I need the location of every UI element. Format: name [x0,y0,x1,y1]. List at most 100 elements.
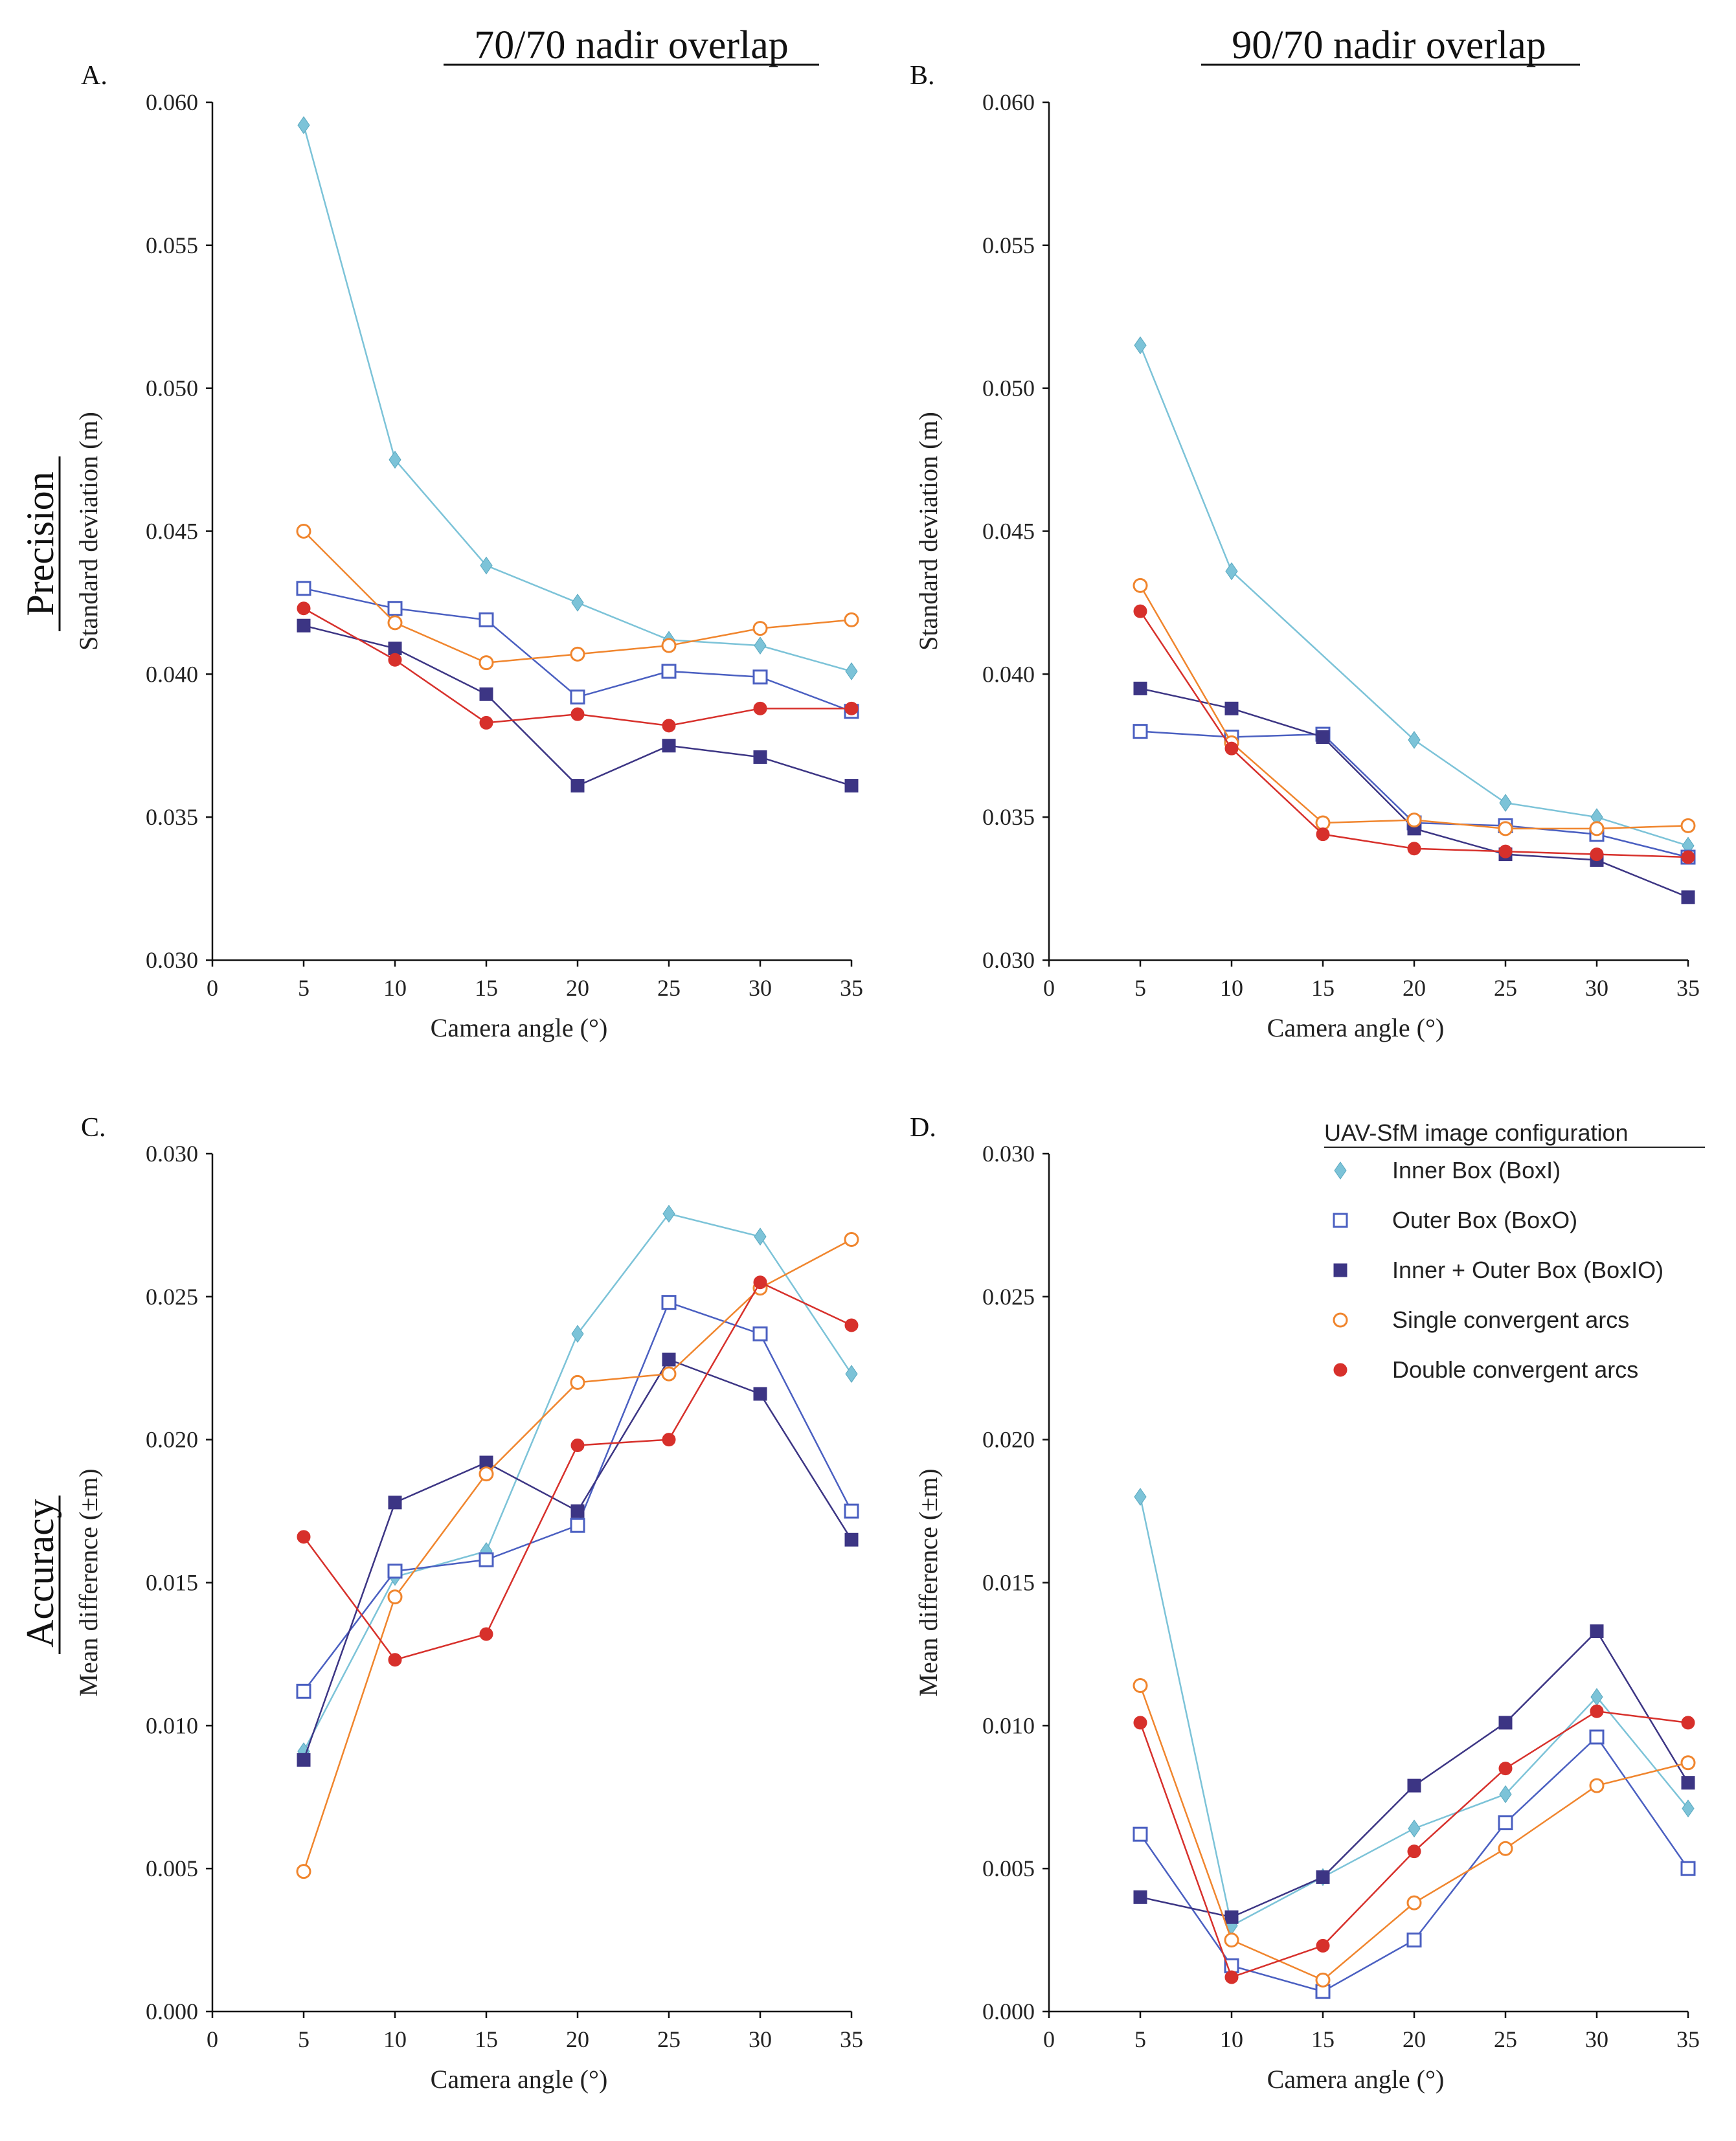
data-point [1316,730,1330,744]
y-tick-label: 0.020 [982,1427,1035,1453]
legend-item-single-convergent-arcs: Single convergent arcs [1333,1306,1629,1333]
x-tick-label: 0 [1043,2026,1055,2052]
data-point [844,1532,859,1547]
data-point [387,1564,403,1579]
data-point [1133,681,1147,695]
x-tick-label: 15 [475,975,498,1001]
legend-label: Double convergent arcs [1392,1356,1638,1383]
series-line [1140,730,1689,858]
y-tick-label: 0.010 [982,1712,1035,1738]
data-point [570,1504,585,1518]
y-tick-label: 0.020 [146,1427,198,1453]
series-inner-box-boxi [1134,1488,1695,1935]
data-point [753,1387,767,1401]
y-tick-label: 0.005 [146,1855,198,1881]
data-point [479,1552,494,1567]
data-point [844,1503,859,1519]
x-tick-label: 25 [1494,2026,1517,2052]
y-tick-label: 0.030 [982,1141,1035,1167]
x-tick-label: 30 [749,2026,772,2052]
data-point [479,715,493,730]
data-point [297,601,311,616]
data-point [754,636,767,655]
data-point [1408,731,1421,749]
x-tick-label: 35 [1676,2026,1700,2052]
data-point [1589,1729,1605,1745]
data-point [1407,1778,1421,1793]
data-point [387,1589,403,1605]
data-point [1134,336,1147,355]
data-point [1224,1910,1239,1924]
panel-c: C. 0.000 0.005 0.010 0.015 0.020 0.025 0.030 0 5 1… [74,1113,863,2094]
x-tick-label: 0 [1043,975,1055,1001]
data-point [662,719,676,733]
legend-label: Single convergent arcs [1392,1306,1629,1333]
data-point [1133,1678,1148,1693]
data-point [570,689,585,705]
data-point [1133,604,1147,618]
series-outer-box-boxo [1133,1729,1696,1999]
data-point [296,524,311,539]
data-point [479,1627,493,1641]
legend: UAV-SfM image configuration Inner Box (B… [1324,1119,1705,1383]
data-point [1681,890,1695,904]
data-point [844,1318,859,1332]
data-point [844,612,859,627]
legend-marker [1333,1363,1347,1377]
data-point [1133,577,1148,593]
x-tick-label: 35 [840,975,863,1001]
y-axis-title: Standard deviation (m) [74,412,103,651]
series-double-convergent-arcs [297,1275,859,1667]
y-tick-label: 0.030 [146,1141,198,1167]
x-tick-label: 5 [1134,2026,1146,2052]
y-tick-label: 0.040 [146,661,198,687]
series-inner-outer-box-boxio [1133,681,1695,904]
x-tick-label: 25 [1494,975,1517,1001]
data-point [1681,1776,1695,1790]
data-point [1407,842,1421,856]
x-tick-label: 30 [1585,2026,1608,2052]
data-point [1499,794,1512,812]
data-point [297,116,310,135]
row-title-precision: Precision [19,471,62,616]
y-tick-label: 0.050 [146,376,198,401]
data-point [297,1753,311,1767]
data-point [661,1366,677,1382]
y-tick-label: 0.045 [982,519,1035,544]
data-point [1498,1762,1513,1776]
data-point [479,655,494,671]
series-inner-box-boxi [297,116,858,680]
data-point [662,1204,675,1223]
y-tick-label: 0.030 [982,947,1035,973]
y-axis-title: Mean difference (±m) [74,1468,103,1696]
data-point [1498,821,1513,836]
x-tick-label: 25 [657,2026,681,2052]
series-single-convergent-arcs [1133,577,1696,836]
data-point [1680,1861,1696,1876]
series-inner-outer-box-boxio [297,1352,859,1767]
legend-item-inner-outer-box-boxio: Inner + Outer Box (BoxIO) [1333,1257,1663,1283]
x-tick-label: 15 [1311,975,1335,1001]
data-point [661,638,677,653]
x-tick-label: 5 [298,2026,310,2052]
data-point [844,701,859,715]
data-point [661,664,677,679]
x-tick-label: 25 [657,975,681,1001]
series-line [302,1358,853,1760]
x-tick-label: 35 [1676,975,1700,1001]
data-point [296,1683,311,1699]
data-point [479,612,494,627]
panel-letter: A. [81,61,107,91]
data-point [1590,1624,1604,1639]
x-tick-label: 30 [1585,975,1608,1001]
series-line [1140,688,1689,898]
legend-marker [1333,1213,1348,1228]
x-tick-label: 0 [207,2026,218,2052]
data-point [1224,701,1239,715]
data-point [571,1325,584,1343]
data-point [570,1374,585,1390]
data-point [296,581,311,596]
data-point [844,779,859,793]
data-point [1498,1716,1513,1730]
legend-item-double-convergent-arcs: Double convergent arcs [1333,1356,1638,1383]
